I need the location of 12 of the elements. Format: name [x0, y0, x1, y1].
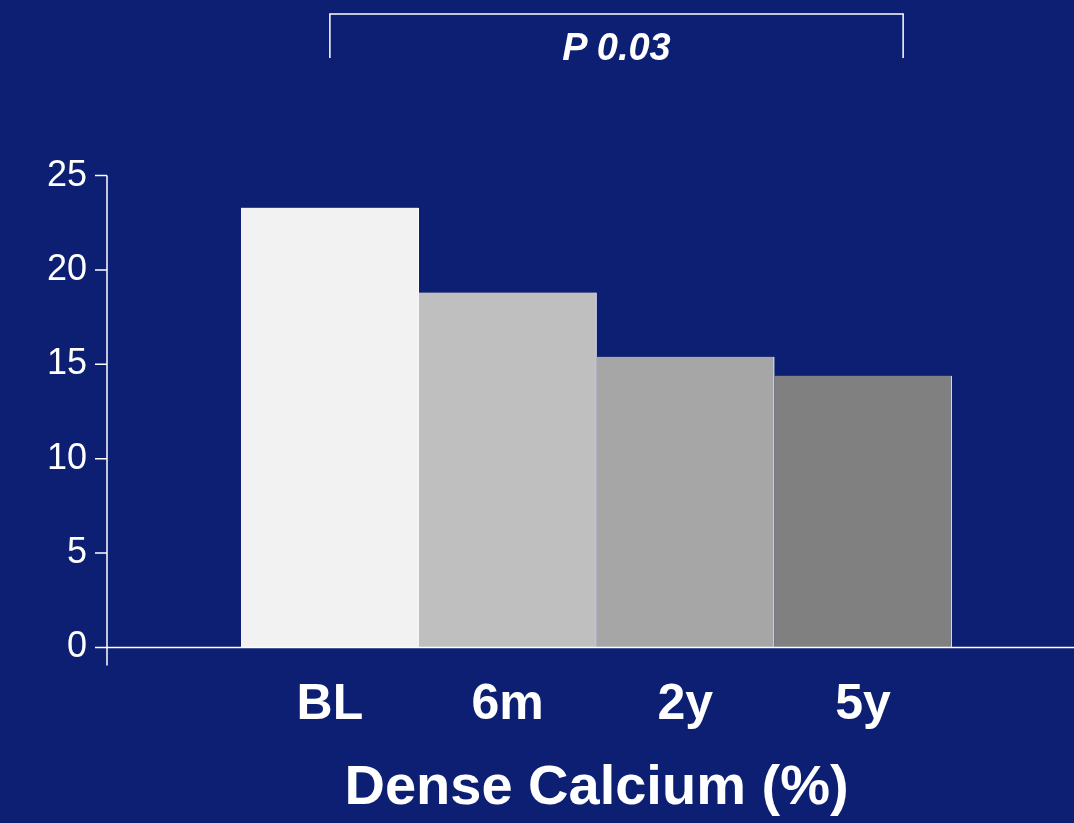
y-tick-label: 25 [46, 152, 87, 194]
y-tick-label: 20 [46, 246, 87, 288]
y-tick-label: 15 [46, 341, 87, 383]
x-axis-title: Dense Calcium (%) [344, 753, 849, 817]
y-tick-label: 0 [66, 624, 87, 666]
x-tick-label: 5y [835, 674, 892, 731]
x-tick-label: 6m [471, 674, 544, 731]
text: P 0.03 [562, 26, 671, 69]
x-tick-label: 2y [657, 674, 714, 731]
y-tick-label: 5 [66, 529, 87, 571]
x-tick-label: BL [296, 674, 364, 731]
y-tick-label: 10 [46, 435, 87, 477]
